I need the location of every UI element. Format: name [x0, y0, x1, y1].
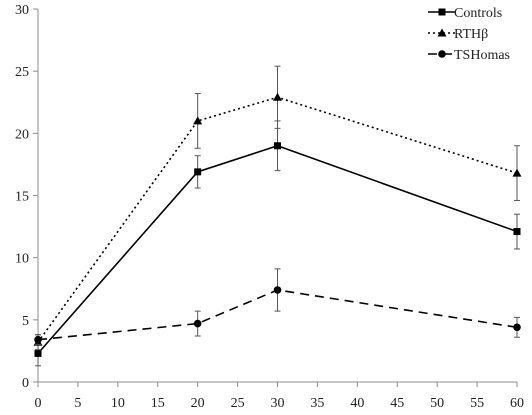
data-point	[512, 168, 522, 177]
x-tick-label: 0	[35, 396, 42, 411]
series-2	[34, 268, 521, 346]
x-tick-label: 5	[74, 396, 81, 411]
x-tick-label: 55	[470, 396, 484, 411]
y-tick-label: 30	[15, 3, 29, 18]
x-tick-label: 10	[111, 396, 125, 411]
series-line	[37, 96, 518, 343]
x-tick-label: 20	[191, 396, 205, 411]
legend-item-1: RTHβ	[428, 27, 488, 42]
x-tick-label: 15	[151, 396, 165, 411]
legend-label: TSHomas	[454, 48, 510, 63]
series-line	[37, 144, 518, 354]
data-point	[513, 228, 521, 236]
legend-label: RTHβ	[454, 27, 488, 42]
chart-series	[33, 65, 522, 367]
chart-axes	[37, 9, 517, 383]
legend-marker	[437, 28, 447, 37]
y-tick-label: 10	[15, 252, 29, 267]
y-tick-label: 15	[15, 190, 29, 205]
data-point	[274, 142, 281, 150]
legend-item-0: Controls	[428, 6, 502, 21]
y-tick-label: 20	[15, 127, 29, 142]
data-point	[34, 335, 42, 344]
legend-item-2: TSHomas	[428, 48, 510, 63]
data-point	[194, 168, 202, 176]
x-tick-label: 60	[510, 396, 524, 411]
y-tick-label: 25	[15, 65, 29, 80]
legend-marker	[438, 8, 446, 16]
x-tick-label: 35	[310, 396, 324, 411]
y-tick-label: 5	[22, 314, 29, 329]
x-tick-label: 50	[430, 396, 444, 411]
series-1	[33, 65, 522, 351]
x-tick-label: 25	[231, 396, 245, 411]
legend-label: Controls	[454, 6, 502, 21]
series-line	[37, 289, 518, 341]
data-point	[273, 286, 282, 294]
x-tick-label: 30	[271, 396, 285, 411]
data-point	[34, 349, 42, 357]
chart-legend: Controls RTHβ TSHomas	[428, 6, 510, 63]
x-tick-label: 40	[350, 396, 364, 411]
legend-marker	[438, 50, 446, 58]
data-point	[513, 323, 521, 332]
y-tick-label: 0	[22, 376, 29, 391]
data-point	[193, 319, 202, 328]
chart-ticks: 0 5 10 15 20 25 30 0 5 10 15 20 25 30 35 40 45 50 55 60	[15, 3, 524, 411]
x-tick-label: 45	[390, 396, 404, 411]
data-point	[193, 116, 203, 125]
series-0	[34, 120, 521, 367]
data-point	[273, 92, 282, 101]
